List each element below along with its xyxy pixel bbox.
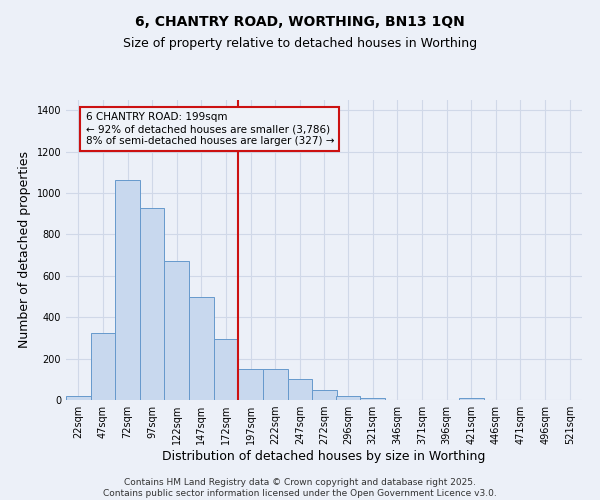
Bar: [361, 398, 385, 400]
Text: Contains HM Land Registry data © Crown copyright and database right 2025.
Contai: Contains HM Land Registry data © Crown c…: [103, 478, 497, 498]
Bar: [312, 390, 337, 400]
Text: 6 CHANTRY ROAD: 199sqm
← 92% of detached houses are smaller (3,786)
8% of semi-d: 6 CHANTRY ROAD: 199sqm ← 92% of detached…: [86, 112, 334, 146]
Bar: [189, 296, 214, 400]
Bar: [115, 180, 140, 400]
Bar: [66, 396, 91, 400]
Y-axis label: Number of detached properties: Number of detached properties: [18, 152, 31, 348]
Bar: [140, 208, 164, 400]
Bar: [459, 398, 484, 400]
Bar: [91, 333, 115, 400]
Text: Size of property relative to detached houses in Worthing: Size of property relative to detached ho…: [123, 38, 477, 51]
Bar: [214, 339, 238, 400]
Bar: [263, 369, 287, 400]
Bar: [336, 396, 361, 400]
Text: 6, CHANTRY ROAD, WORTHING, BN13 1QN: 6, CHANTRY ROAD, WORTHING, BN13 1QN: [135, 15, 465, 29]
X-axis label: Distribution of detached houses by size in Worthing: Distribution of detached houses by size …: [163, 450, 485, 463]
Bar: [238, 369, 263, 400]
Bar: [164, 262, 189, 400]
Bar: [287, 380, 312, 400]
